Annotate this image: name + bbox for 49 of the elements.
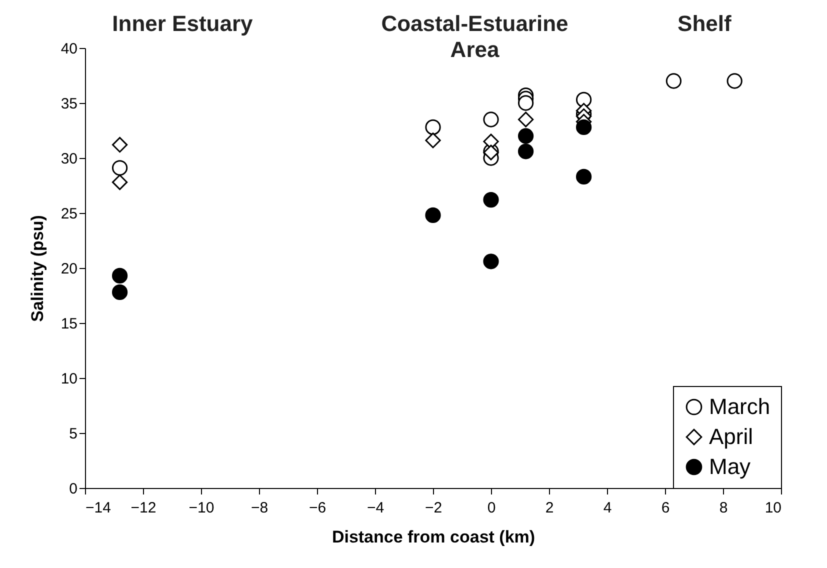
legend-label: March — [709, 394, 770, 419]
x-axis-title: Distance from coast (km) — [332, 528, 536, 546]
point — [518, 144, 534, 160]
x-tick-label: 6 — [661, 500, 670, 516]
point — [483, 112, 499, 128]
point — [518, 95, 534, 111]
x-tick-label: −2 — [424, 500, 442, 516]
x-tick-label: −12 — [130, 500, 156, 516]
x-tick-label: −14 — [86, 500, 111, 516]
y-tick-label: 35 — [60, 96, 78, 112]
x-tick-label: 0 — [487, 500, 496, 516]
x-tick-label: 2 — [545, 500, 554, 516]
point — [483, 192, 499, 208]
point — [576, 119, 592, 136]
legend-label: May — [709, 454, 751, 479]
point — [112, 174, 128, 190]
annotation: Coastal-Estuarine Area — [381, 11, 568, 62]
point — [425, 119, 441, 136]
point — [483, 254, 499, 270]
y-tick-label: 5 — [69, 426, 78, 442]
y-tick-label: 20 — [60, 260, 78, 278]
point — [518, 128, 534, 144]
point — [112, 268, 128, 284]
point — [425, 207, 441, 224]
y-tick-label: 25 — [60, 206, 78, 222]
y-tick-label: 15 — [60, 316, 78, 332]
y-axis-title: Salinity (psu) — [28, 215, 47, 322]
point — [518, 112, 534, 128]
point — [112, 284, 128, 300]
x-tick-label: 4 — [603, 500, 612, 516]
point — [666, 73, 682, 89]
point — [112, 136, 128, 153]
x-tick-label: 10 — [764, 500, 782, 516]
legend-label: April — [709, 424, 754, 449]
x-tick-label: 8 — [719, 500, 728, 516]
x-tick-label: −4 — [366, 500, 384, 516]
text: Shelf — [678, 11, 732, 36]
x-tick-label: −8 — [250, 500, 268, 516]
point — [425, 132, 441, 148]
x-tick-label: −10 — [188, 500, 214, 516]
text: Inner Estuary — [112, 11, 254, 36]
point — [112, 160, 128, 176]
y-tick-label: 40 — [60, 40, 78, 58]
point — [576, 168, 592, 185]
x-tick-label: −6 — [308, 500, 326, 516]
y-tick-label: 0 — [69, 480, 78, 498]
y-tick-label: 10 — [60, 370, 78, 388]
point — [726, 73, 742, 89]
y-tick-label: 30 — [60, 150, 78, 168]
